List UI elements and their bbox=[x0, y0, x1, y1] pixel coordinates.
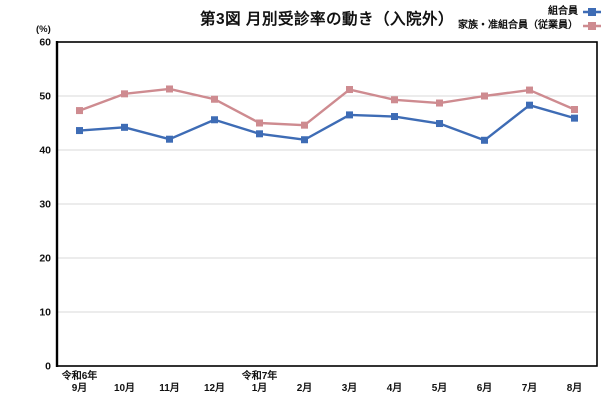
data-point-marker bbox=[481, 136, 488, 144]
y-tick-label: 40 bbox=[39, 145, 51, 157]
data-point-marker bbox=[166, 85, 173, 93]
data-point-marker bbox=[391, 113, 398, 121]
data-point-marker bbox=[571, 106, 578, 113]
x-tick-label: 7月 bbox=[522, 382, 538, 394]
chart-title: 第3図 月別受診率の動き（入院外） bbox=[200, 11, 454, 28]
data-point-marker bbox=[436, 99, 443, 107]
legend-item-kazoku: 家族・准組合員（従業員） bbox=[458, 19, 602, 32]
data-point-marker bbox=[526, 101, 533, 109]
legend-line-marker-icon bbox=[583, 21, 601, 30]
y-tick-label: 30 bbox=[39, 199, 51, 211]
x-tick-label: 1月 bbox=[252, 382, 268, 394]
y-tick-label: 20 bbox=[39, 253, 51, 265]
data-point-marker bbox=[211, 95, 218, 103]
legend-line-marker-icon bbox=[583, 7, 601, 16]
y-tick-label: 0 bbox=[45, 361, 51, 373]
y-tick-label: 10 bbox=[39, 307, 51, 319]
x-tick-label: 4月 bbox=[387, 382, 403, 394]
x-tick-label: 12月 bbox=[204, 382, 225, 394]
era-label: 令和6年 bbox=[61, 369, 98, 382]
data-point-marker bbox=[301, 136, 308, 144]
x-tick-label: 8月 bbox=[567, 382, 583, 394]
series-line bbox=[79, 103, 575, 142]
data-point-marker bbox=[571, 114, 578, 122]
data-point-marker bbox=[211, 116, 218, 124]
data-point-marker bbox=[436, 120, 443, 128]
legend: 組合員 家族・准組合員（従業員） bbox=[458, 5, 602, 32]
data-point-marker bbox=[481, 92, 488, 100]
data-point-marker bbox=[346, 86, 353, 94]
data-point-marker bbox=[121, 123, 128, 131]
legend-item-kumiaiin: 組合員 bbox=[548, 5, 602, 18]
data-point-marker bbox=[76, 107, 83, 115]
data-point-marker bbox=[76, 127, 83, 135]
x-tick-label: 2月 bbox=[297, 382, 313, 394]
data-point-marker bbox=[391, 96, 398, 104]
y-tick-label: 60 bbox=[39, 37, 51, 49]
y-tick-label: 50 bbox=[39, 91, 51, 103]
legend-label-kumiaiin: 組合員 bbox=[548, 6, 578, 17]
x-tick-label: 10月 bbox=[114, 382, 135, 394]
y-axis-unit-label: (%) bbox=[36, 24, 51, 35]
data-point-marker bbox=[346, 111, 353, 119]
data-point-marker bbox=[166, 135, 173, 143]
data-point-marker bbox=[121, 90, 128, 98]
data-point-marker bbox=[301, 121, 308, 129]
era-label: 令和7年 bbox=[241, 369, 278, 382]
legend-label-kazoku: 家族・准組合員（従業員） bbox=[458, 20, 578, 31]
x-tick-label: 9月 bbox=[72, 382, 88, 394]
series-line bbox=[79, 87, 575, 127]
data-point-marker bbox=[526, 86, 533, 94]
x-tick-label: 3月 bbox=[342, 382, 358, 394]
x-tick-label: 11月 bbox=[159, 382, 180, 394]
data-point-marker bbox=[256, 130, 263, 138]
x-tick-label: 6月 bbox=[477, 382, 493, 394]
x-tick-label: 5月 bbox=[432, 382, 448, 394]
data-point-marker bbox=[256, 119, 263, 127]
